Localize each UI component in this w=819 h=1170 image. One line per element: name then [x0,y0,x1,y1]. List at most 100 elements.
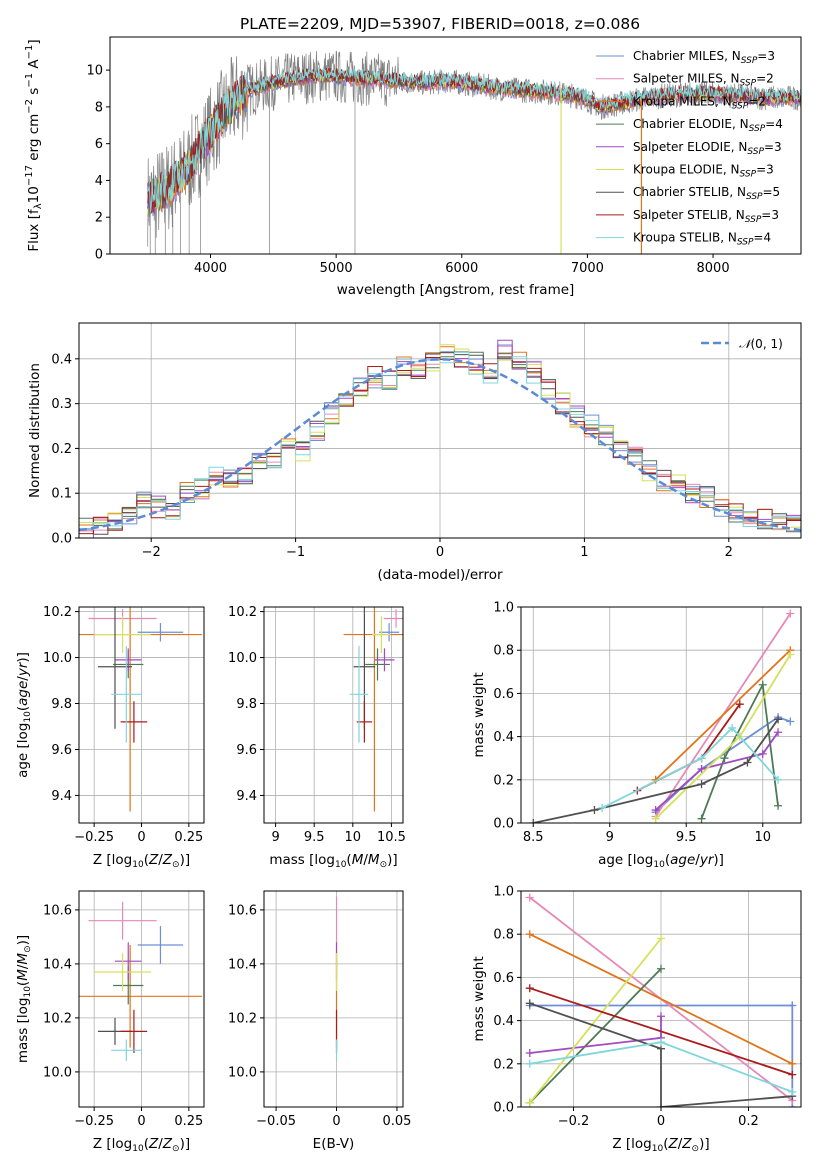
plot-mass-z: −0.25 0 0.25 10.0 10.2 10.4 10.6 Z [log10(Z/Z⊙)… [15,890,205,1154]
series-kroupa-stelib [525,1038,797,1096]
x-tick-label: −2 [142,545,161,560]
y-tick-label: 10.2 [228,605,257,620]
x-tick-label: 7000 [571,261,604,276]
series-marker [525,930,534,939]
series-marker [657,934,665,943]
x-tick-label: 6000 [445,261,478,276]
series-marker [525,1098,534,1107]
series-marker [525,1059,534,1068]
y-tick-label: 9.6 [236,743,257,758]
y-tick-label: 9.8 [236,697,257,712]
y-tick-label: 1.0 [493,885,514,900]
series-marker [529,819,538,823]
series-kroupa-miles [525,930,797,1068]
y-tick-label: 0.0 [51,532,72,547]
plot-area [343,607,403,812]
plot-area [525,893,797,1107]
x-axis-label: Z [log10(Z/Z⊙)] [93,1136,190,1154]
x-tick-label: 9.5 [304,830,325,845]
errorbar-chabrier-miles [137,926,184,964]
y-tick-label: 0.2 [51,442,72,457]
legend-entry: Salpeter ELODIE, NSSP=3 [633,140,782,157]
series-marker [697,765,706,773]
plot-weight-z: −0.2 0 0.2 0.0 0.2 0.4 0.6 0.8 1.0 Z [log10(Z/Z⊙)… [471,885,802,1154]
x-tick-label: 9.5 [676,830,697,845]
y-tick-label: 0.4 [493,1014,514,1029]
plot-area [529,609,795,823]
x-tick-label: −1 [286,545,305,560]
errorbar-salpeter-elodie [114,942,142,981]
errorbar-kroupa-stelib [349,646,369,743]
series-marker [598,803,607,812]
y-tick-label: 0.8 [493,644,514,659]
series-marker [651,806,660,815]
y-tick-label: 6 [95,137,103,152]
plot-weight-age: 8.5 9 9.5 10 0.0 0.2 0.4 0.6 0.8 1.0 age [log10(ag… [471,601,802,870]
series-kroupa-miles [651,646,795,784]
errorbar-salpeter-stelib [120,1009,148,1053]
series-line [529,987,793,1076]
y-tick-label: 10.2 [228,1011,257,1026]
x-axis-label: Z [log10(Z/Z⊙)] [93,852,190,870]
series-kroupa-stelib [598,723,783,812]
series-marker [758,680,767,689]
y-tick-label: 10.2 [43,1011,72,1026]
x-tick-label: 10 [345,830,362,845]
series-marker [786,609,795,618]
y-axis-label: Flux [fλ10−17 erg cm−2 s−1 A−1] [24,39,44,251]
legend-entry: Kroupa MILES, NSSP=2 [633,94,766,111]
series-line [529,937,662,1104]
series-line [529,1002,793,1107]
x-axis-label: (data-model)/error [377,567,503,583]
x-tick-label: 10 [754,830,771,845]
y-tick-label: 0.2 [493,773,514,788]
errorbar-salpeter-miles [88,901,157,940]
series-marker [720,754,729,763]
x-tick-label: 0 [657,1114,665,1129]
series-line [654,649,791,781]
axes-frame [263,606,404,824]
errorbar-kroupa-elodie [94,616,151,653]
x-tick-label: 0.2 [738,1114,759,1129]
y-tick-label: 0.4 [51,352,72,367]
series-marker [774,801,783,810]
series-marker [697,814,706,823]
y-tick-label: 8 [95,100,103,115]
legend-entry: Kroupa ELODIE, NSSP=3 [633,163,774,180]
x-axis-label: wavelength [Angstrom, rest frame] [337,282,575,298]
errorbar-kroupa-elodie [372,616,391,653]
x-tick-label: 8.5 [523,830,544,845]
series-line [529,933,793,1065]
series-marker [758,749,767,758]
x-tick-label: −0.05 [256,1114,296,1129]
series-marker [788,1087,797,1096]
y-tick-label: 10.0 [43,1065,72,1080]
series-marker [735,700,744,709]
series-marker [525,893,534,902]
series-marker [697,780,706,789]
legend-entry: Kroupa STELIB, NSSP=4 [633,231,771,248]
x-tick-label: 0.25 [174,1114,203,1129]
y-tick-label: 4 [95,174,103,189]
series-chabrier-stelib [529,715,783,823]
figure-title: PLATE=2209, MJD=53907, FIBERID=0018, z=0… [240,15,640,33]
series-line [700,681,779,820]
series-marker [657,1038,665,1047]
errorbar-salpeter-elodie [374,648,395,672]
y-tick-label: 10.0 [228,1065,257,1080]
y-axis-label: age [log10(age/yr)] [15,652,33,778]
y-tick-label: 0 [95,248,103,263]
spectrum-model-chabrier-stelib [147,68,801,209]
series-marker [657,964,665,973]
axes-frame [263,890,404,1108]
x-tick-label: 0.25 [174,830,203,845]
x-tick-label: 0.05 [382,1114,411,1129]
x-tick-label: 0 [137,1114,145,1129]
plot-age-z: −0.25 0 0.25 9.4 9.6 9.8 10.0 10.2 Z [log10(Z/Z⊙… [15,605,205,870]
series-line [529,968,662,1104]
series-marker [728,723,737,732]
x-tick-label: 10.5 [377,830,406,845]
x-tick-label: 4000 [194,261,227,276]
plot-area [79,339,801,538]
